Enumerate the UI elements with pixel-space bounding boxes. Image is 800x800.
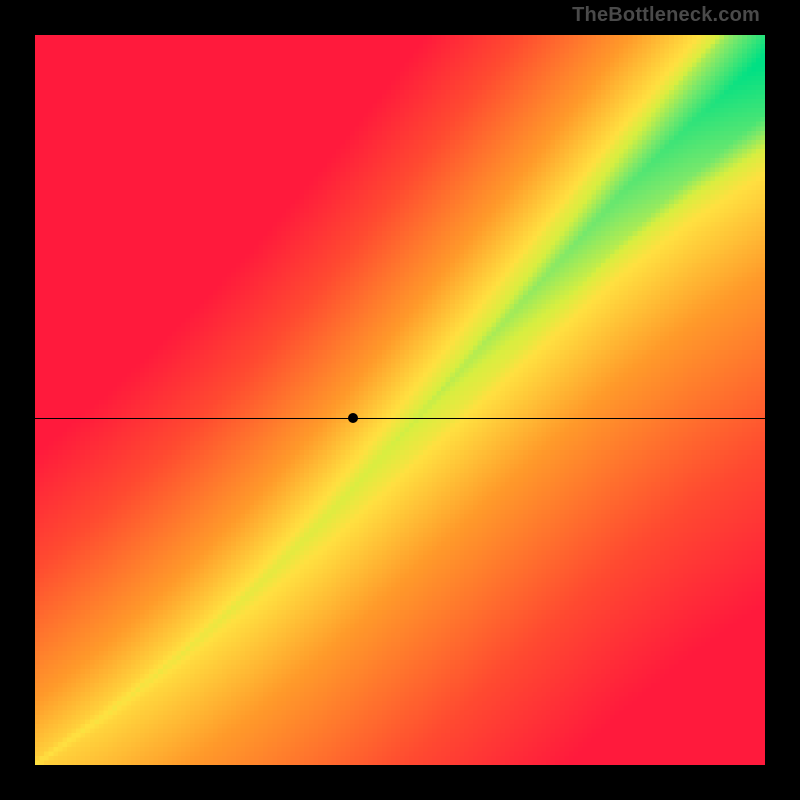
heatmap-canvas [35,35,765,765]
crosshair-marker-dot [348,413,358,423]
heatmap-plot-area [35,35,765,765]
watermark-text: TheBottleneck.com [572,4,760,27]
crosshair-horizontal [35,418,765,419]
